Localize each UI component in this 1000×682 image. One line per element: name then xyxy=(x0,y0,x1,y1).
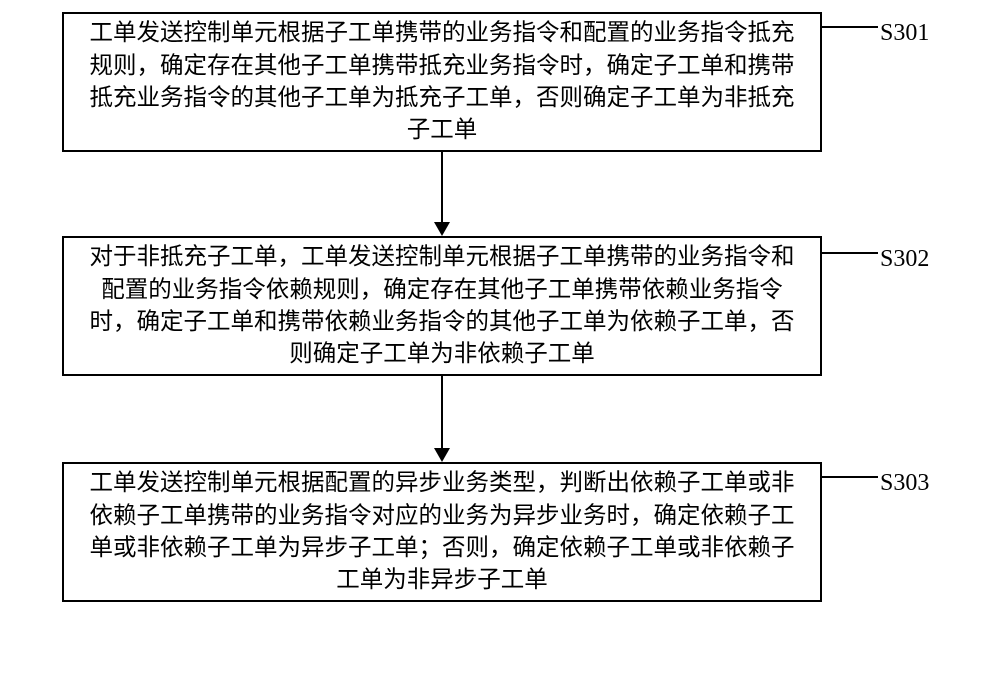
label-connector xyxy=(822,252,878,254)
label-connector xyxy=(822,26,878,28)
step-box-s303: 工单发送控制单元根据配置的异步业务类型，判断出依赖子工单或非依赖子工单携带的业务… xyxy=(62,462,822,602)
step-text: 工单发送控制单元根据配置的异步业务类型，判断出依赖子工单或非依赖子工单携带的业务… xyxy=(78,467,806,597)
step-label-s303: S303 xyxy=(880,470,929,497)
step-text: 工单发送控制单元根据子工单携带的业务指令和配置的业务指令抵充规则，确定存在其他子… xyxy=(78,17,806,147)
step-label-s302: S302 xyxy=(880,246,929,273)
arrow-line xyxy=(441,152,443,222)
step-box-s302: 对于非抵充子工单，工单发送控制单元根据子工单携带的业务指令和配置的业务指令依赖规… xyxy=(62,236,822,376)
flowchart-canvas: 工单发送控制单元根据子工单携带的业务指令和配置的业务指令抵充规则，确定存在其他子… xyxy=(0,0,1000,682)
arrow-head-icon xyxy=(434,222,450,236)
step-label-s301: S301 xyxy=(880,20,929,47)
arrow-line xyxy=(441,376,443,448)
step-box-s301: 工单发送控制单元根据子工单携带的业务指令和配置的业务指令抵充规则，确定存在其他子… xyxy=(62,12,822,152)
arrow-head-icon xyxy=(434,448,450,462)
label-connector xyxy=(822,476,878,478)
step-text: 对于非抵充子工单，工单发送控制单元根据子工单携带的业务指令和配置的业务指令依赖规… xyxy=(78,241,806,371)
